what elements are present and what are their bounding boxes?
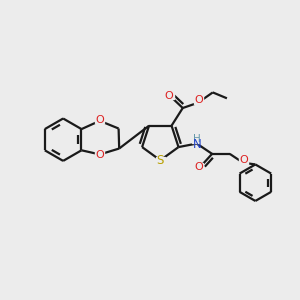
Text: O: O	[95, 115, 104, 125]
Bar	[194, 96, 203, 103]
Bar	[95, 151, 104, 159]
Bar	[95, 116, 104, 124]
Text: O: O	[194, 162, 203, 172]
Bar	[165, 92, 174, 100]
Text: N: N	[193, 138, 202, 151]
Text: S: S	[157, 154, 164, 167]
Text: H: H	[194, 134, 201, 144]
Text: O: O	[165, 91, 174, 100]
Bar	[194, 163, 203, 171]
Bar	[156, 157, 165, 164]
Text: O: O	[95, 150, 104, 160]
Bar	[239, 157, 248, 164]
Text: O: O	[194, 95, 203, 105]
Bar	[192, 136, 203, 143]
Text: O: O	[239, 155, 248, 165]
